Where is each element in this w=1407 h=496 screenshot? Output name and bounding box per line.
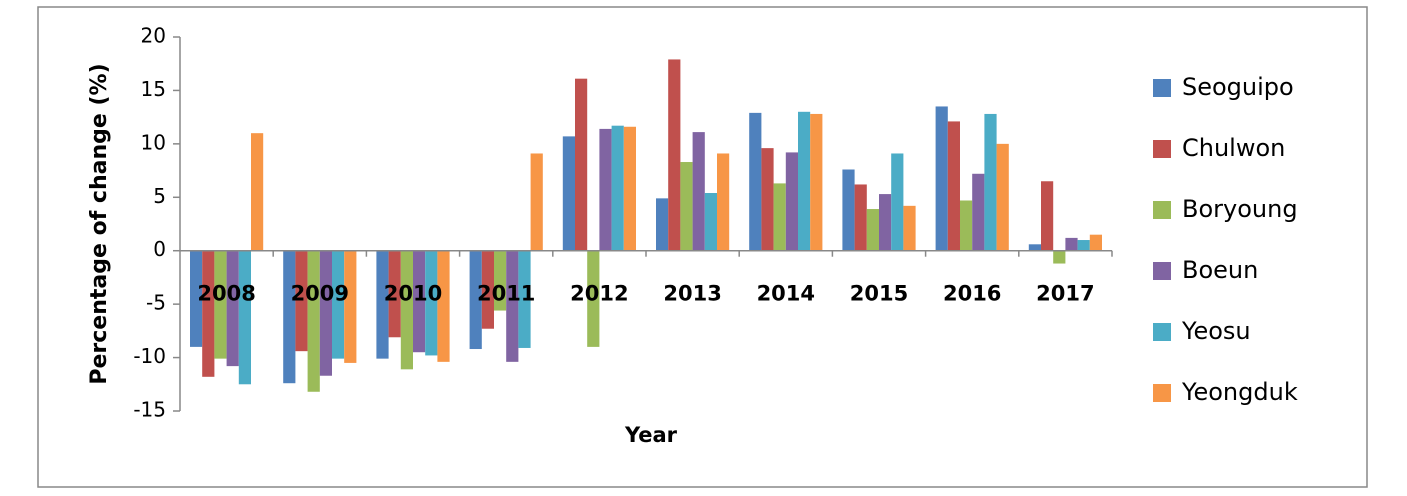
bar xyxy=(295,250,308,352)
y-tick-label: 15 xyxy=(141,77,166,101)
bar xyxy=(668,59,681,251)
bar xyxy=(1089,234,1102,251)
bar xyxy=(530,153,543,251)
bar xyxy=(1077,240,1090,251)
bar xyxy=(996,143,1009,251)
y-tick-label: 10 xyxy=(141,130,166,154)
x-tick-label: 2010 xyxy=(384,282,442,306)
bar xyxy=(1041,181,1054,251)
y-tick-label: 20 xyxy=(141,24,166,48)
bar xyxy=(854,184,867,251)
bar xyxy=(623,126,636,251)
bar xyxy=(879,194,892,251)
bar xyxy=(425,250,438,356)
bar xyxy=(903,205,916,251)
bar xyxy=(972,173,985,251)
x-tick-label: 2008 xyxy=(197,282,255,306)
bar xyxy=(761,148,774,251)
bar xyxy=(469,250,482,350)
bar xyxy=(960,200,973,251)
bar xyxy=(202,250,215,377)
legend-swatch xyxy=(1153,262,1171,280)
bar xyxy=(307,250,320,392)
y-tick-label: -5 xyxy=(146,291,166,315)
x-tick-label: 2016 xyxy=(943,282,1001,306)
bar xyxy=(1065,237,1078,251)
bar xyxy=(935,106,948,251)
y-tick-label: -10 xyxy=(133,344,166,368)
x-tick-label: 2015 xyxy=(850,282,908,306)
bar xyxy=(518,250,531,348)
bar xyxy=(704,193,717,251)
bar xyxy=(611,125,624,251)
bar xyxy=(692,132,705,251)
bar xyxy=(226,250,239,367)
legend-swatch xyxy=(1153,79,1171,97)
bar xyxy=(810,113,823,251)
bar xyxy=(319,250,332,376)
bar xyxy=(494,250,507,311)
x-tick-label: 2009 xyxy=(291,282,349,306)
bar xyxy=(749,112,762,251)
y-tick-label: 5 xyxy=(153,184,166,208)
legend-swatch xyxy=(1153,140,1171,158)
bar xyxy=(506,250,519,362)
bar xyxy=(437,250,450,362)
bar xyxy=(251,133,264,251)
bar xyxy=(481,250,494,329)
bar xyxy=(238,250,251,385)
bar xyxy=(842,169,855,251)
bar xyxy=(773,183,786,251)
y-axis-title: Percentage of change (%) xyxy=(87,63,112,384)
legend-label: Boryoung xyxy=(1182,195,1298,223)
x-tick-label: 2013 xyxy=(663,282,721,306)
legend-label: Seoguipo xyxy=(1182,73,1294,101)
legend-label: Yeosu xyxy=(1181,317,1251,345)
bar xyxy=(947,121,960,251)
legend-swatch xyxy=(1153,384,1171,402)
bar xyxy=(344,250,357,363)
bar xyxy=(376,250,389,359)
bar xyxy=(332,250,345,359)
bar xyxy=(388,250,401,338)
x-axis-title: Year xyxy=(624,423,678,447)
bar xyxy=(717,153,730,251)
x-tick-label: 2012 xyxy=(570,282,628,306)
x-tick-label: 2011 xyxy=(477,282,535,306)
bar xyxy=(891,153,904,251)
bar xyxy=(798,111,811,251)
x-tick-label: 2017 xyxy=(1036,282,1094,306)
y-tick-label: 0 xyxy=(153,237,166,261)
legend-swatch xyxy=(1153,323,1171,341)
bar xyxy=(680,162,693,251)
x-tick-label: 2014 xyxy=(757,282,815,306)
bar xyxy=(413,250,426,353)
y-tick-label: -15 xyxy=(133,398,166,422)
bar xyxy=(283,250,296,384)
bar xyxy=(866,209,879,251)
legend-swatch xyxy=(1153,201,1171,219)
bar xyxy=(785,152,798,251)
bar xyxy=(984,113,997,251)
legend-label: Yeongduk xyxy=(1181,378,1298,406)
bar xyxy=(599,128,612,251)
legend-label: Boeun xyxy=(1182,256,1258,284)
bar xyxy=(575,78,588,251)
bar xyxy=(214,250,227,359)
bar xyxy=(1053,250,1066,264)
bar xyxy=(587,250,600,347)
bar xyxy=(562,136,575,251)
bar xyxy=(1028,244,1041,251)
legend-label: Chulwon xyxy=(1182,134,1285,162)
bar xyxy=(400,250,413,370)
bar xyxy=(656,198,669,251)
bar xyxy=(190,250,203,347)
